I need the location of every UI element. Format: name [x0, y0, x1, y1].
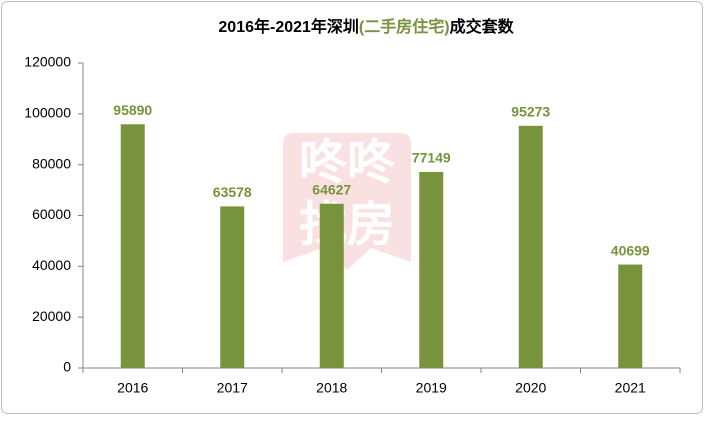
value-label: 63578	[213, 184, 252, 200]
x-tick-label: 2016	[117, 380, 148, 396]
value-label: 77149	[412, 150, 451, 166]
watermark-text: 咚咚	[299, 137, 396, 190]
watermark-text: 找房	[299, 199, 395, 252]
x-tick-label: 2021	[615, 380, 646, 396]
x-tick-label: 2020	[515, 380, 546, 396]
chart-title: 2016年-2021年深圳(二手房住宅)成交套数	[218, 17, 514, 36]
title-part: (二手房住宅)	[359, 17, 450, 36]
value-label: 95890	[113, 102, 152, 118]
bar	[419, 171, 444, 368]
watermark-shape	[283, 133, 411, 270]
bar	[120, 124, 145, 368]
bar	[220, 206, 245, 368]
bar	[319, 203, 344, 368]
y-tick-label: 80000	[32, 155, 71, 171]
title-part: 2016年-2021年深圳	[218, 17, 359, 36]
value-label: 95273	[511, 104, 550, 120]
y-tick-label: 0	[63, 359, 71, 375]
bar	[518, 125, 543, 368]
y-tick-label: 20000	[32, 308, 71, 324]
title-part: 成交套数	[450, 17, 515, 36]
watermark: 咚咚 找房	[283, 133, 411, 270]
x-tick-label: 2018	[316, 380, 347, 396]
y-tick-label: 60000	[32, 206, 71, 222]
x-tick-label: 2017	[217, 380, 248, 396]
value-label: 64627	[312, 181, 351, 197]
y-tick-label: 100000	[24, 105, 71, 121]
value-label: 40699	[611, 242, 650, 258]
x-tick-label: 2019	[416, 380, 447, 396]
y-tick-label: 40000	[32, 257, 71, 273]
bar	[618, 264, 643, 368]
y-tick-label: 120000	[24, 54, 71, 70]
